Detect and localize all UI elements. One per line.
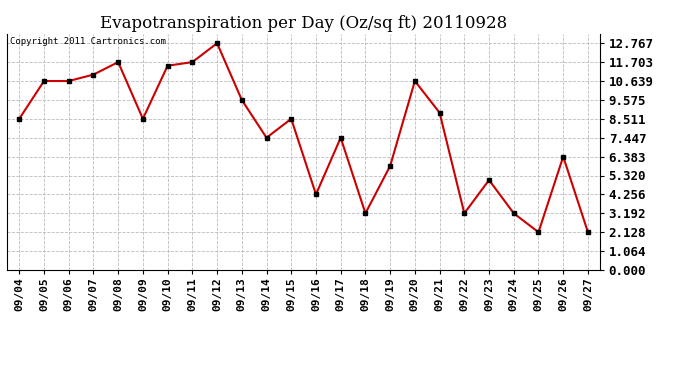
Text: Copyright 2011 Cartronics.com: Copyright 2011 Cartronics.com — [10, 37, 166, 46]
Title: Evapotranspiration per Day (Oz/sq ft) 20110928: Evapotranspiration per Day (Oz/sq ft) 20… — [100, 15, 507, 32]
